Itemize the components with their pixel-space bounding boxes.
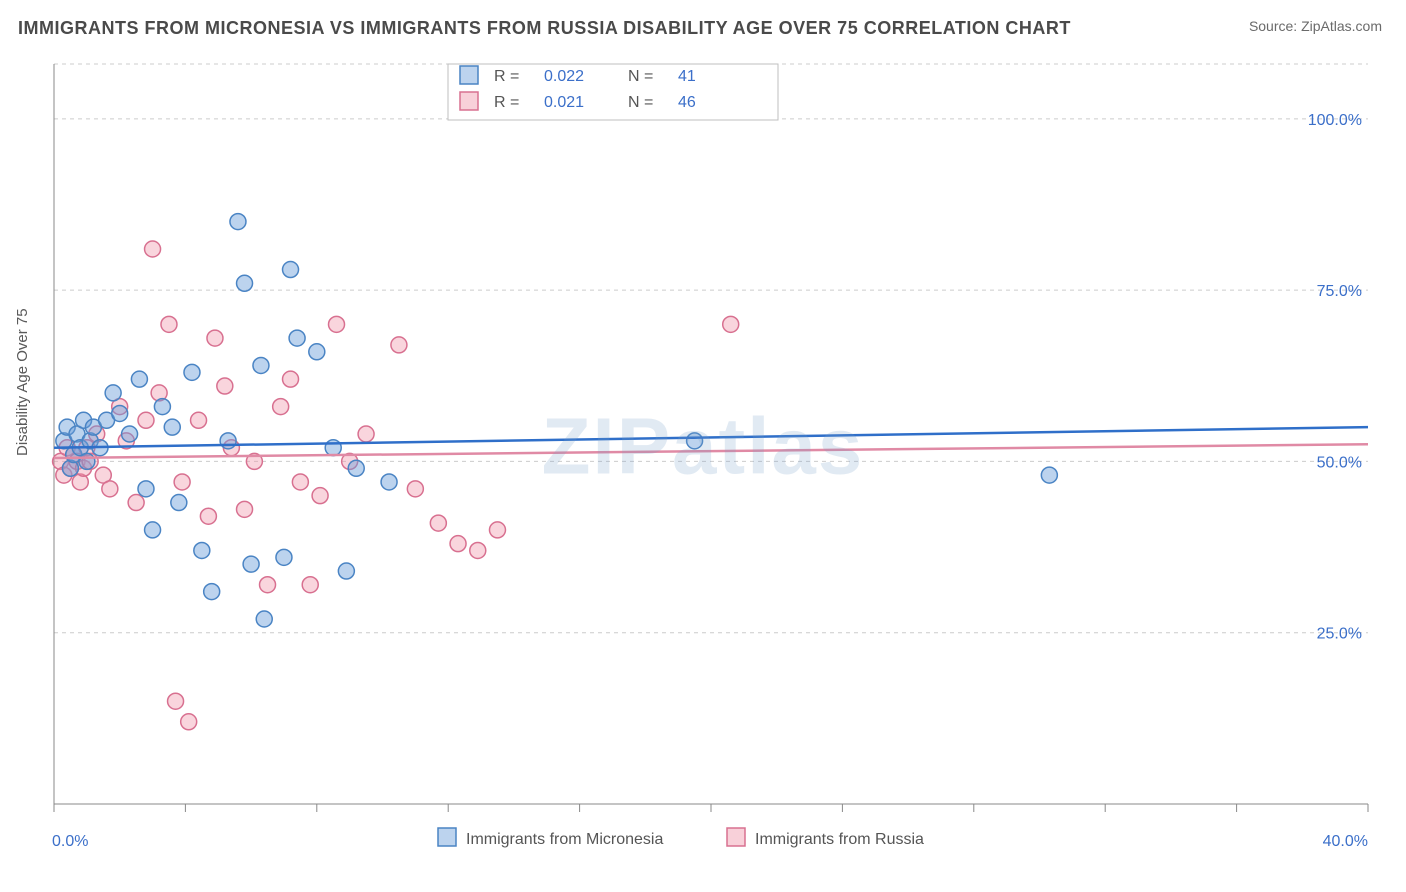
data-point-russia (128, 495, 144, 511)
data-point-russia (489, 522, 505, 538)
data-point-russia (329, 316, 345, 332)
data-point-russia (161, 316, 177, 332)
data-point-micronesia (220, 433, 236, 449)
data-point-russia (168, 693, 184, 709)
data-point-russia (723, 316, 739, 332)
data-point-micronesia (381, 474, 397, 490)
data-point-russia (391, 337, 407, 353)
x-tick-label: 0.0% (52, 833, 88, 850)
data-point-russia (237, 501, 253, 517)
data-point-micronesia (131, 371, 147, 387)
data-point-russia (207, 330, 223, 346)
data-point-micronesia (289, 330, 305, 346)
data-point-russia (191, 412, 207, 428)
data-point-micronesia (79, 453, 95, 469)
y-tick-label: 50.0% (1317, 454, 1362, 471)
data-point-russia (292, 474, 308, 490)
data-point-russia (102, 481, 118, 497)
data-point-russia (312, 488, 328, 504)
data-point-russia (217, 378, 233, 394)
data-point-micronesia (138, 481, 154, 497)
legend-label: Immigrants from Micronesia (466, 831, 663, 848)
legend-r-value: 0.022 (544, 68, 584, 85)
data-point-micronesia (1041, 467, 1057, 483)
y-tick-label: 25.0% (1317, 626, 1362, 643)
y-axis-label: Disability Age Over 75 (14, 308, 31, 456)
legend-n-value: 46 (678, 94, 696, 111)
data-point-micronesia (309, 344, 325, 360)
data-point-micronesia (145, 522, 161, 538)
legend-swatch (460, 66, 478, 84)
legend-n-label: N = (628, 94, 653, 111)
data-point-micronesia (256, 611, 272, 627)
data-point-micronesia (112, 405, 128, 421)
data-point-russia (470, 542, 486, 558)
data-point-russia (358, 426, 374, 442)
legend-r-label: R = (494, 68, 519, 85)
source-name: ZipAtlas.com (1301, 18, 1382, 34)
trendline-micronesia (54, 427, 1368, 448)
y-tick-label: 100.0% (1308, 112, 1362, 129)
data-point-micronesia (283, 262, 299, 278)
legend-n-value: 41 (678, 68, 696, 85)
data-point-russia (181, 714, 197, 730)
data-point-micronesia (194, 542, 210, 558)
chart-title: IMMIGRANTS FROM MICRONESIA VS IMMIGRANTS… (18, 18, 1071, 39)
data-point-russia (283, 371, 299, 387)
x-tick-label: 40.0% (1323, 833, 1368, 850)
data-point-russia (273, 399, 289, 415)
source-prefix: Source: (1249, 18, 1301, 34)
source-attribution: Source: ZipAtlas.com (1249, 18, 1382, 34)
data-point-micronesia (237, 275, 253, 291)
data-point-russia (260, 577, 276, 593)
legend-n-label: N = (628, 68, 653, 85)
data-point-micronesia (171, 495, 187, 511)
data-point-micronesia (122, 426, 138, 442)
legend-r-value: 0.021 (544, 94, 584, 111)
legend-swatch (438, 828, 456, 846)
data-point-russia (430, 515, 446, 531)
data-point-russia (145, 241, 161, 257)
data-point-micronesia (253, 357, 269, 373)
data-point-russia (200, 508, 216, 524)
data-point-micronesia (164, 419, 180, 435)
legend-swatch (460, 92, 478, 110)
data-point-micronesia (105, 385, 121, 401)
data-point-micronesia (230, 214, 246, 230)
chart-container: Disability Age Over 75 ZIPatlas 25.0%50.… (18, 56, 1388, 846)
data-point-micronesia (204, 584, 220, 600)
data-point-russia (407, 481, 423, 497)
trendline-russia (54, 444, 1368, 458)
legend-label: Immigrants from Russia (755, 831, 924, 848)
data-point-micronesia (348, 460, 364, 476)
data-point-russia (302, 577, 318, 593)
data-point-micronesia (154, 399, 170, 415)
data-point-micronesia (687, 433, 703, 449)
legend-swatch (727, 828, 745, 846)
data-point-russia (174, 474, 190, 490)
y-tick-label: 75.0% (1317, 283, 1362, 300)
scatter-chart: 25.0% 50.0% 75.0% 100.0% 0.0% 40.0% R = 0.022 N … (18, 56, 1388, 876)
data-point-micronesia (243, 556, 259, 572)
legend-r-label: R = (494, 94, 519, 111)
data-point-micronesia (338, 563, 354, 579)
data-point-russia (450, 536, 466, 552)
data-point-russia (138, 412, 154, 428)
data-point-micronesia (276, 549, 292, 565)
data-point-micronesia (184, 364, 200, 380)
